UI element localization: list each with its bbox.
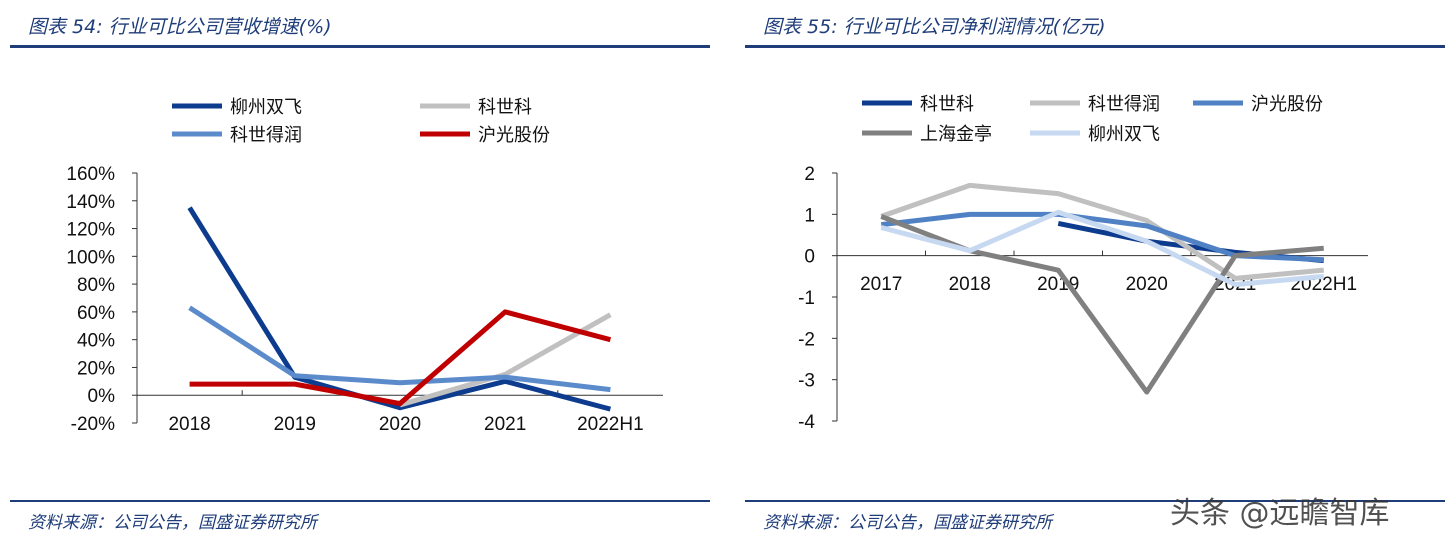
x-tick-label: 2017 (860, 274, 902, 295)
y-tick-label: 40% (77, 331, 115, 352)
y-tick-label: 60% (77, 303, 115, 324)
series-line (188, 305, 611, 393)
y-tick-label: 0% (88, 386, 116, 407)
y-tick-label: 80% (77, 275, 115, 296)
series-line (399, 312, 612, 408)
legend-label: 柳州双飞 (230, 97, 302, 118)
y-tick-label: -4 (798, 412, 815, 433)
y-tick-label: -3 (798, 371, 815, 392)
legend-label: 上海金亭 (920, 124, 992, 145)
y-tick-label: 120% (66, 220, 115, 241)
legend-label: 沪光股份 (478, 125, 550, 146)
x-tick-label: 2021 (484, 414, 526, 435)
y-tick-label: 140% (66, 192, 115, 213)
series-line (880, 209, 1324, 288)
legend-label: 柳州双飞 (1088, 124, 1160, 145)
x-tick-label: 2020 (379, 414, 421, 435)
x-tick-label: 2019 (1037, 274, 1079, 295)
source-note: 资料来源：公司公告，国盛证券研究所 (28, 513, 317, 533)
x-tick-label: 2018 (168, 414, 210, 435)
y-tick-label: 160% (66, 164, 115, 185)
y-tick-label: -20% (71, 414, 115, 435)
series-line (880, 182, 1324, 281)
source-rule (745, 500, 1445, 502)
series-line (189, 309, 612, 407)
legend-label: 科世科 (478, 97, 532, 118)
watermark: 头条 @远瞻智库 (1170, 496, 1390, 531)
x-tick-label: 2018 (949, 274, 991, 295)
x-tick-label: 2022H1 (577, 414, 644, 435)
title-rule (745, 45, 1445, 48)
x-tick-label: 2020 (1126, 274, 1168, 295)
legend-label: 沪光股份 (1251, 94, 1323, 115)
y-tick-label: 1 (804, 205, 815, 226)
chart-title-54: 图表 54: 行业可比公司营收增速(%) (28, 16, 332, 38)
source-rule (10, 500, 710, 502)
legend-label: 科世得润 (230, 125, 302, 146)
x-tick-label: 2019 (274, 414, 316, 435)
chart-title-55: 图表 55: 行业可比公司净利润情况(亿元) (763, 16, 1106, 38)
legend-label: 科世科 (920, 94, 974, 115)
y-tick-label: 20% (77, 358, 115, 379)
y-tick-label: -2 (798, 329, 815, 350)
y-tick-label: 100% (66, 247, 115, 268)
legend-label: 科世得润 (1088, 94, 1160, 115)
title-rule (10, 45, 710, 48)
y-tick-label: -1 (798, 288, 815, 309)
y-tick-label: 0 (804, 247, 815, 268)
series-line (187, 206, 612, 412)
y-tick-label: 2 (804, 164, 815, 185)
source-note: 资料来源：公司公告，国盛证券研究所 (763, 513, 1052, 533)
